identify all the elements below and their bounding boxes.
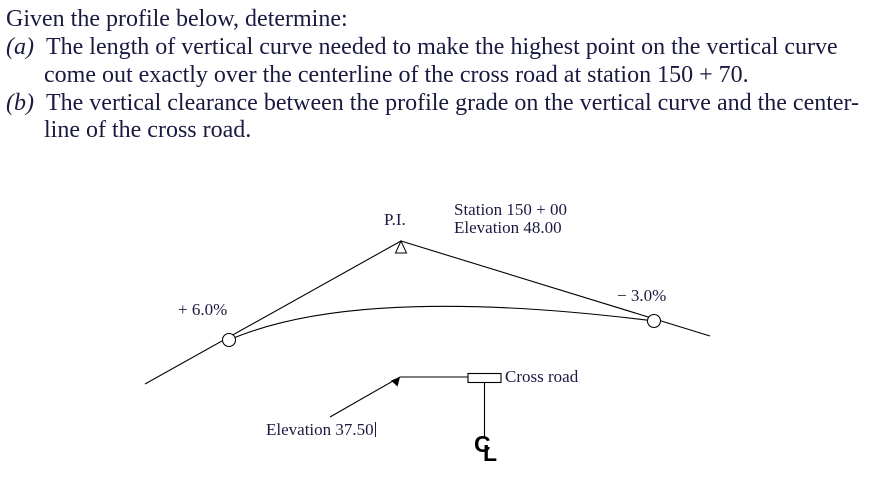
svg-text:L: L bbox=[483, 440, 497, 466]
